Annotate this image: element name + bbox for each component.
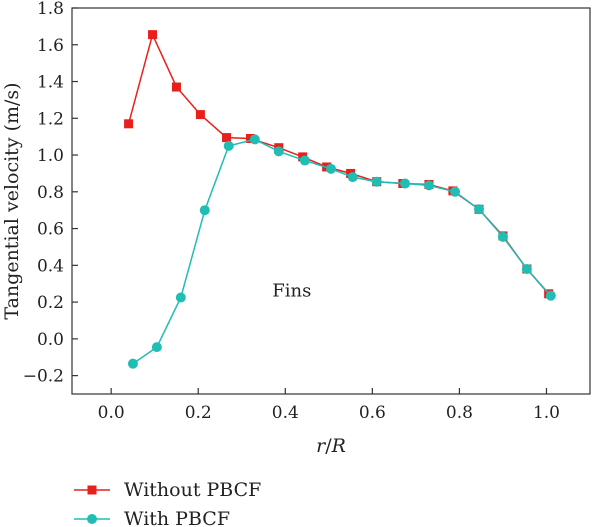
annotation-label: Fins: [272, 281, 311, 302]
data-point: [326, 163, 336, 174]
y-tick-label: 0.8: [37, 183, 64, 203]
data-point: [423, 180, 434, 191]
data-point: [371, 176, 382, 187]
series-layer: [124, 30, 556, 369]
y-tick-label: 1.2: [37, 109, 64, 129]
data-point: [450, 186, 461, 197]
data-point: [175, 292, 186, 303]
data-point: [521, 264, 532, 275]
legend-label-with-pbcf: With PBCF: [124, 508, 230, 527]
data-point: [249, 134, 260, 145]
x-axis: 0.0 0.2 0.4 0.6 0.8 1.0: [98, 388, 560, 423]
x-tick-label: 0.2: [185, 403, 212, 423]
data-point: [171, 82, 181, 92]
x-axis-title-var: r: [316, 435, 327, 457]
series-line-with-pbcf: [132, 138, 552, 365]
legend-marker-with-pbcf: [87, 514, 97, 524]
data-point: [151, 342, 162, 353]
data-point: [299, 155, 310, 166]
x-axis-title-den: R: [331, 435, 346, 457]
y-tick-label: 1.6: [37, 36, 64, 56]
y-tick-label: 1.4: [37, 73, 64, 93]
plot-frame: [71, 7, 591, 395]
series-with-pbcf: [127, 134, 556, 369]
data-point: [497, 231, 508, 242]
legend-entry-without-pbcf: Without PBCF: [74, 479, 261, 501]
data-point: [347, 172, 358, 183]
x-tick-label: 0.4: [272, 403, 299, 423]
y-tick-label: 1.8: [37, 0, 64, 19]
data-point: [195, 110, 205, 120]
y-tick-label: 0.2: [37, 293, 64, 313]
x-axis-title-sep: /: [325, 435, 332, 457]
data-point: [223, 140, 234, 151]
data-point: [222, 133, 232, 143]
series-without-pbcf: [124, 30, 554, 299]
y-tick-label: 1.0: [37, 146, 64, 166]
data-point: [474, 204, 484, 215]
y-tick-label: 0.4: [37, 256, 64, 276]
y-axis: −0.2 0.0 0.2 0.4 0.6 0.8 1.0 1.2 1.4 1.6 1.8: [23, 0, 78, 387]
data-point: [124, 119, 134, 129]
data-point: [148, 30, 158, 40]
y-axis-title: Tangential velocity (m/s): [1, 82, 23, 319]
data-point: [127, 358, 138, 369]
x-tick-label: 0.6: [359, 403, 386, 423]
data-point: [545, 290, 556, 301]
y-tick-label: 0.0: [37, 330, 64, 350]
x-tick-label: 1.0: [533, 403, 560, 423]
legend-entry-with-pbcf: With PBCF: [74, 508, 230, 527]
x-tick-label: 0.8: [446, 403, 473, 423]
x-tick-label: 0.0: [98, 403, 125, 423]
legend-label-without-pbcf: Without PBCF: [124, 479, 261, 501]
annotation-layer: Fins: [272, 281, 311, 302]
legend: Without PBCF With PBCF: [74, 479, 261, 527]
y-tick-label: −0.2: [23, 367, 64, 387]
data-point: [199, 205, 210, 216]
x-axis-title: r/R: [316, 435, 346, 457]
series-line-without-pbcf: [127, 32, 550, 295]
y-tick-label: 0.6: [37, 220, 64, 240]
data-point: [400, 178, 410, 189]
legend-marker-without-pbcf: [87, 485, 97, 495]
data-point: [273, 146, 284, 157]
